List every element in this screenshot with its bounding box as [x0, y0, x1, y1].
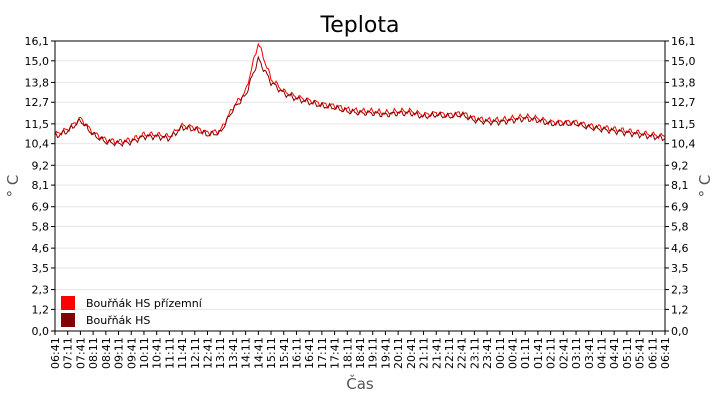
y-tick-label-left: 1,2: [32, 303, 50, 316]
x-tick-label: 07:11: [62, 337, 75, 369]
y-tick-label-right: 8,1: [671, 179, 689, 192]
series-line-0: [54, 42, 666, 145]
x-tick-label: 04:41: [608, 337, 621, 369]
y-ticks-left: 0,0 1,2 2,3 3,5 4,6 5,8 6,9 8,1 9,2 10,4 11,5 12,7 1…: [25, 35, 55, 338]
x-tick-label: 23:11: [468, 337, 481, 369]
x-tick-label: 08:11: [87, 337, 100, 369]
x-tick-label: 13:11: [214, 337, 227, 369]
x-tick-label: 17:11: [316, 337, 329, 369]
x-tick-label: 01:11: [519, 337, 532, 369]
x-tick-label: 17:41: [329, 337, 342, 369]
y-tick-label-left: 10,4: [25, 138, 50, 151]
x-tick-label: 21:11: [418, 337, 431, 369]
x-tick-label: 14:41: [252, 337, 265, 369]
x-tick-label: 00:11: [494, 337, 507, 369]
y-tick-label-left: 13,8: [25, 76, 50, 89]
legend-label-series-0: Bouřňák HS přízemní: [86, 297, 203, 310]
plot-area-frame: [54, 40, 666, 332]
y-tick-label-left: 4,6: [32, 242, 50, 255]
legend-swatch-series-1: [61, 313, 75, 327]
series-layer: [54, 42, 666, 147]
chart-title: Teplota: [320, 13, 400, 38]
y-tick-label-left: 11,5: [25, 118, 50, 131]
x-tick-label: 03:11: [570, 337, 583, 369]
y-axis-title-left: ° C: [4, 175, 22, 198]
grid-lines: [55, 40, 665, 332]
x-tick-label: 15:41: [278, 337, 291, 369]
x-tick-label: 08:41: [100, 337, 113, 369]
y-tick-label-right: 13,8: [671, 76, 696, 89]
x-tick-label: 22:41: [456, 337, 469, 369]
x-tick-label: 16:41: [303, 337, 316, 369]
y-tick-label-left: 0,0: [32, 325, 50, 338]
x-tick-label: 05:11: [621, 337, 634, 369]
y-tick-label-right: 4,6: [671, 242, 689, 255]
x-tick-label: 03:41: [583, 337, 596, 369]
x-axis-title: Čas: [346, 374, 374, 393]
y-tick-label-right: 5,8: [671, 221, 689, 234]
x-tick-label: 09:11: [113, 337, 126, 369]
x-tick-label: 19:11: [367, 337, 380, 369]
y-tick-label-right: 12,7: [671, 96, 696, 109]
x-tick-label: 10:41: [151, 337, 164, 369]
y-tick-label-left: 9,2: [32, 159, 50, 172]
y-tick-label-left: 16,1: [25, 35, 50, 48]
x-tick-label: 02:41: [557, 337, 570, 369]
x-tick-label: 06:41: [49, 337, 62, 369]
x-tick-label: 23:41: [481, 337, 494, 369]
x-tick-label: 20:11: [392, 337, 405, 369]
x-tick-label: 12:11: [189, 337, 202, 369]
y-tick-label-right: 2,3: [671, 284, 689, 297]
x-tick-label: 18:41: [354, 337, 367, 369]
x-tick-label: 02:11: [545, 337, 558, 369]
x-tick-label: 21:41: [430, 337, 443, 369]
y-axis-title-right: ° C: [696, 175, 714, 198]
x-ticks: 06:41 07:11 07:41 08:11 08:41 09:11 09:41 10:11…: [49, 331, 672, 369]
x-tick-label: 16:11: [290, 337, 303, 369]
x-tick-label: 11:11: [163, 337, 176, 369]
y-tick-label-right: 0,0: [671, 325, 689, 338]
x-tick-label: 13:41: [227, 337, 240, 369]
x-tick-label: 12:41: [202, 337, 215, 369]
x-tick-label: 01:41: [532, 337, 545, 369]
x-tick-label: 04:11: [595, 337, 608, 369]
x-tick-label: 22:11: [443, 337, 456, 369]
y-tick-label-right: 9,2: [671, 159, 689, 172]
y-tick-label-right: 6,9: [671, 201, 689, 214]
legend-label-series-1: Bouřňák HS: [86, 314, 150, 327]
y-tick-label-right: 15,0: [671, 55, 696, 68]
x-tick-label: 07:41: [74, 337, 87, 369]
x-tick-label: 19:41: [379, 337, 392, 369]
y-tick-label-left: 12,7: [25, 96, 50, 109]
y-tick-label-right: 3,5: [671, 262, 689, 275]
x-tick-label: 06:11: [646, 337, 659, 369]
x-tick-label: 15:11: [265, 337, 278, 369]
y-tick-label-left: 3,5: [32, 262, 50, 275]
x-tick-label: 18:11: [341, 337, 354, 369]
y-ticks-right: 0,0 1,2 2,3 3,5 4,6 5,8 6,9 8,1 9,2 10,4 11,5 12,7 1…: [665, 35, 696, 338]
y-tick-label-left: 2,3: [32, 284, 50, 297]
x-tick-label: 06:41: [659, 337, 672, 369]
x-tick-label: 10:11: [138, 337, 151, 369]
y-tick-label-right: 16,1: [671, 35, 696, 48]
y-tick-label-left: 8,1: [32, 179, 50, 192]
y-tick-label-left: 15,0: [25, 55, 50, 68]
legend-swatch-series-0: [61, 296, 75, 310]
x-tick-label: 00:41: [507, 337, 520, 369]
series-line-1: [54, 55, 666, 147]
x-tick-label: 11:41: [176, 337, 189, 369]
x-tick-label: 05:41: [634, 337, 647, 369]
y-tick-label-left: 6,9: [32, 201, 50, 214]
y-tick-label-right: 1,2: [671, 303, 689, 316]
x-tick-label: 09:41: [125, 337, 138, 369]
legend: Bouřňák HS přízemní Bouřňák HS: [61, 296, 203, 327]
x-tick-label: 20:41: [405, 337, 418, 369]
y-tick-label-right: 10,4: [671, 138, 696, 151]
x-tick-label: 14:11: [240, 337, 253, 369]
y-tick-label-left: 5,8: [32, 221, 50, 234]
y-tick-label-right: 11,5: [671, 118, 696, 131]
